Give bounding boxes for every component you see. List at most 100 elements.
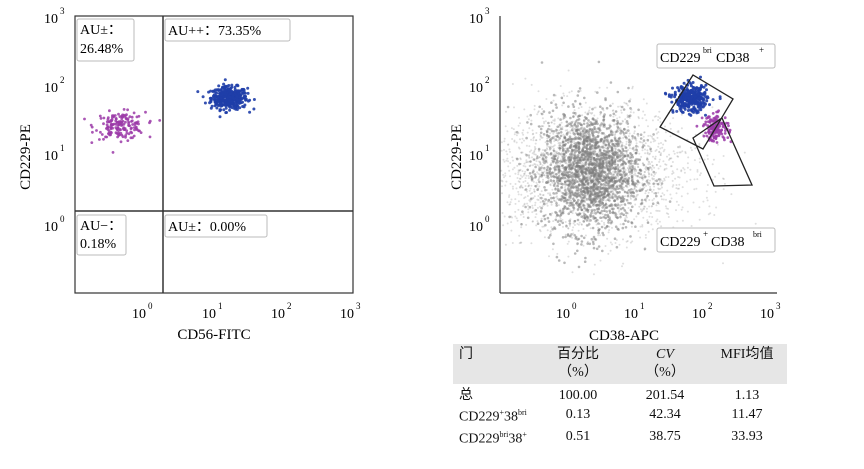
- scatter-point: [594, 143, 597, 147]
- scatter-point: [542, 214, 546, 218]
- scatter-point: [714, 190, 717, 193]
- scatter-point: [594, 90, 597, 93]
- scatter-point: [125, 131, 129, 135]
- scatter-point: [540, 168, 543, 171]
- scatter-point: [507, 143, 509, 146]
- scatter-point: [562, 148, 565, 151]
- scatter-point: [594, 170, 598, 174]
- scatter-point: [601, 146, 605, 149]
- scatter-point: [571, 177, 574, 181]
- scatter-point: [604, 203, 607, 206]
- scatter-point: [581, 164, 584, 167]
- scatter-point: [536, 155, 539, 158]
- scatter-point: [552, 179, 556, 183]
- scatter-point: [545, 133, 549, 137]
- scatter-point: [596, 160, 599, 163]
- scatter-point: [662, 160, 665, 163]
- scatter-point: [547, 165, 550, 168]
- scatter-point: [587, 133, 591, 136]
- scatter-point: [611, 175, 614, 178]
- scatter-point: [593, 144, 596, 147]
- scatter-point: [127, 122, 130, 125]
- scatter-point: [125, 113, 128, 117]
- scatter-point: [625, 140, 628, 143]
- scatter-point: [603, 149, 605, 152]
- scatter-point: [574, 156, 578, 160]
- scatter-point: [542, 161, 544, 163]
- scatter-point: [608, 162, 611, 165]
- scatter-point: [516, 219, 519, 222]
- scatter-point: [704, 102, 707, 106]
- scatter-point: [130, 115, 134, 119]
- scatter-point: [574, 155, 577, 157]
- scatter-point: [637, 172, 640, 175]
- scatter-point: [722, 155, 725, 157]
- scatter-point: [669, 135, 672, 138]
- scatter-point: [582, 165, 585, 168]
- scatter-point: [591, 185, 594, 188]
- scatter-point: [539, 230, 542, 233]
- scatter-point: [624, 170, 626, 173]
- scatter-point: [577, 198, 580, 202]
- scatter-point: [590, 237, 594, 241]
- scatter-point: [541, 200, 545, 203]
- scatter-point: [531, 164, 534, 167]
- scatter-point: [507, 143, 510, 146]
- scatter-point: [607, 218, 610, 222]
- scatter-point: [618, 191, 621, 194]
- scatter-point: [754, 222, 757, 225]
- scatter-point: [565, 200, 568, 203]
- scatter-point: [625, 216, 628, 219]
- scatter-point: [630, 162, 633, 165]
- scatter-point: [614, 214, 616, 217]
- scatter-point: [540, 153, 543, 157]
- scatter-point: [604, 202, 607, 205]
- scatter-point: [599, 111, 603, 114]
- scatter-point: [722, 262, 724, 265]
- scatter-point: [530, 177, 533, 180]
- scatter-point: [564, 186, 566, 189]
- scatter-point: [678, 146, 681, 149]
- scatter-point: [540, 152, 543, 155]
- scatter-point: [108, 120, 111, 123]
- scatter-point: [646, 151, 649, 154]
- scatter-point: [598, 206, 600, 208]
- scatter-point: [639, 189, 642, 192]
- scatter-point: [578, 212, 581, 216]
- scatter-point: [563, 137, 566, 140]
- scatter-point: [537, 187, 540, 190]
- scatter-point: [556, 220, 560, 223]
- scatter-point: [644, 167, 647, 170]
- scatter-point: [599, 173, 602, 176]
- scatter-point: [599, 259, 602, 262]
- scatter-point: [568, 208, 571, 211]
- scatter-point: [561, 174, 564, 177]
- scatter-point: [693, 178, 696, 181]
- scatter-point: [552, 130, 556, 133]
- scatter-point: [722, 178, 725, 180]
- scatter-point: [565, 154, 567, 157]
- scatter-point: [540, 112, 544, 116]
- scatter-point: [635, 189, 638, 191]
- scatter-point: [578, 179, 581, 181]
- scatter-point: [650, 167, 653, 169]
- scatter-point: [580, 127, 583, 130]
- scatter-point: [591, 147, 594, 150]
- scatter-point: [609, 241, 612, 244]
- scatter-point: [601, 165, 605, 169]
- scatter-point: [582, 217, 584, 220]
- scatter-point: [533, 151, 536, 154]
- scatter-point: [637, 166, 640, 169]
- scatter-point: [235, 98, 239, 102]
- scatter-point: [527, 185, 530, 187]
- scatter-point: [120, 120, 123, 124]
- scatter-point: [637, 145, 640, 148]
- scatter-point: [509, 162, 512, 164]
- scatter-point: [548, 146, 551, 149]
- scatter-point: [638, 152, 641, 155]
- scatter-point: [572, 131, 575, 133]
- scatter-point: [219, 104, 223, 108]
- scatter-point: [538, 229, 541, 231]
- scatter-point: [629, 168, 632, 171]
- scatter-point: [559, 153, 562, 156]
